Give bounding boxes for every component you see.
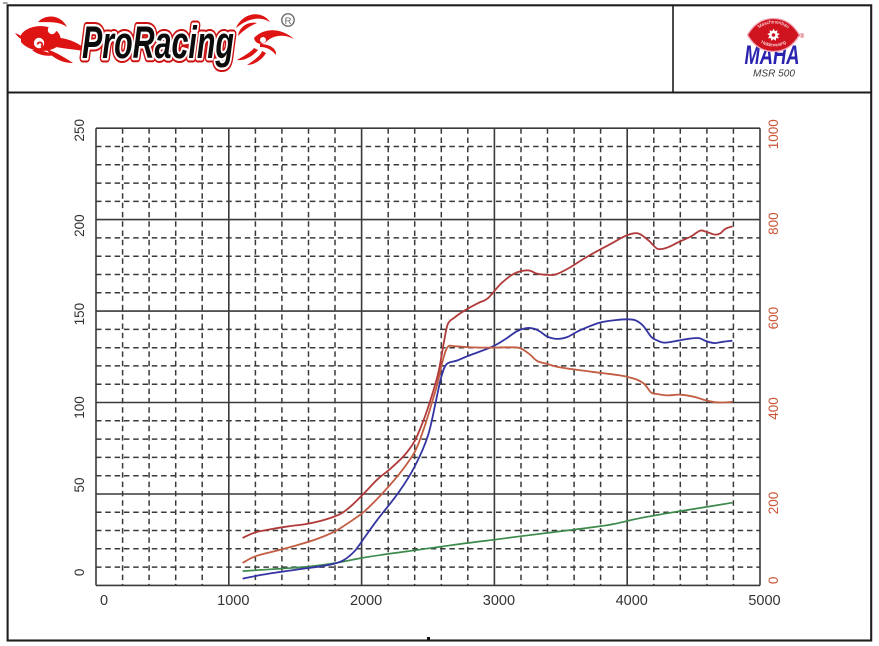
svg-text:0: 0 [72,569,87,577]
svg-text:2000: 2000 [350,593,382,609]
svg-text:ProRacing: ProRacing [82,17,234,68]
svg-text:Maschinenbau: Maschinenbau [757,19,790,30]
svg-text:0: 0 [766,577,781,585]
svg-text:200: 200 [766,492,781,515]
svg-text:ProRacing: ProRacing [82,17,234,68]
svg-text:250: 250 [72,119,87,142]
svg-text:4000: 4000 [616,593,648,609]
svg-text:100: 100 [72,396,87,419]
svg-text:200: 200 [72,214,87,237]
svg-text:R: R [285,16,292,27]
svg-text:50: 50 [72,477,87,492]
svg-text:150: 150 [72,303,87,326]
svg-text:400: 400 [766,397,781,420]
svg-text:800: 800 [766,212,781,235]
svg-text:1000: 1000 [217,593,249,609]
svg-text:ProRacing: ProRacing [82,17,234,68]
svg-text:3000: 3000 [483,593,515,609]
svg-text:1000: 1000 [766,119,781,149]
svg-text:Haldenwang: Haldenwang [760,39,788,48]
svg-text:MSR 500: MSR 500 [753,67,795,79]
svg-text:5000: 5000 [748,593,780,609]
svg-text:0: 0 [100,593,108,609]
svg-text:®: ® [800,32,805,40]
svg-text:600: 600 [766,307,781,330]
